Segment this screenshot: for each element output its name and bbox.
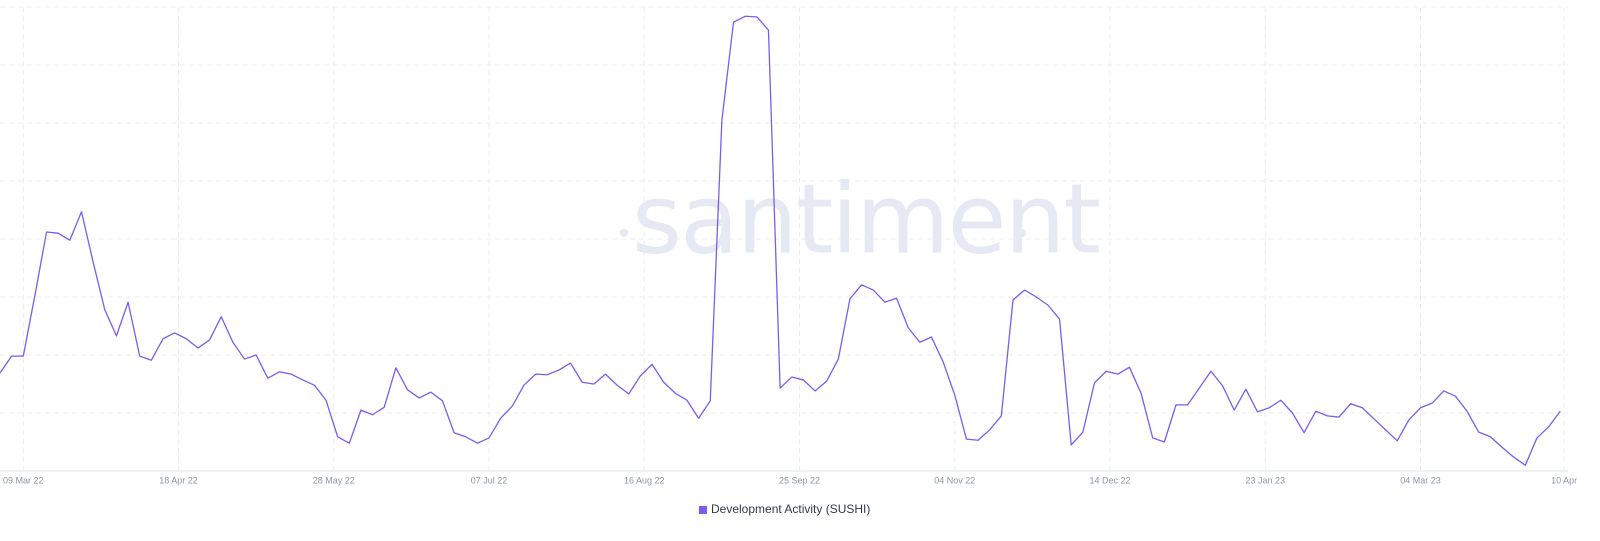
x-tick-label: 23 Jan 23	[1245, 475, 1285, 485]
x-tick-label: 07 Jul 22	[471, 475, 508, 485]
x-tick-label: 18 Apr 22	[159, 475, 198, 485]
x-tick-label: 04 Mar 23	[1400, 475, 1441, 485]
x-tick-label: 25 Sep 22	[779, 475, 820, 485]
plot	[0, 15, 1561, 466]
x-tick-label: 28 May 22	[313, 475, 355, 485]
legend-label: Development Activity (SUSHI)	[711, 502, 870, 516]
watermark-dot	[620, 229, 628, 237]
x-tick-label: 10 Apr	[1551, 475, 1577, 485]
x-tick-label: 09 Mar 22	[3, 475, 44, 485]
watermark: santiment	[632, 163, 1099, 275]
grid: 09 Mar 22 18 Apr 22 28 May 22 07 Jul 22 16 A…	[0, 6, 1577, 485]
data-line	[0, 15, 1561, 466]
x-tick-label: 04 Nov 22	[934, 475, 975, 485]
x-tick-label: 14 Dec 22	[1090, 475, 1131, 485]
x-tick-label: 16 Aug 22	[624, 475, 665, 485]
watermark-dot	[1018, 229, 1026, 237]
legend-swatch	[699, 506, 707, 514]
